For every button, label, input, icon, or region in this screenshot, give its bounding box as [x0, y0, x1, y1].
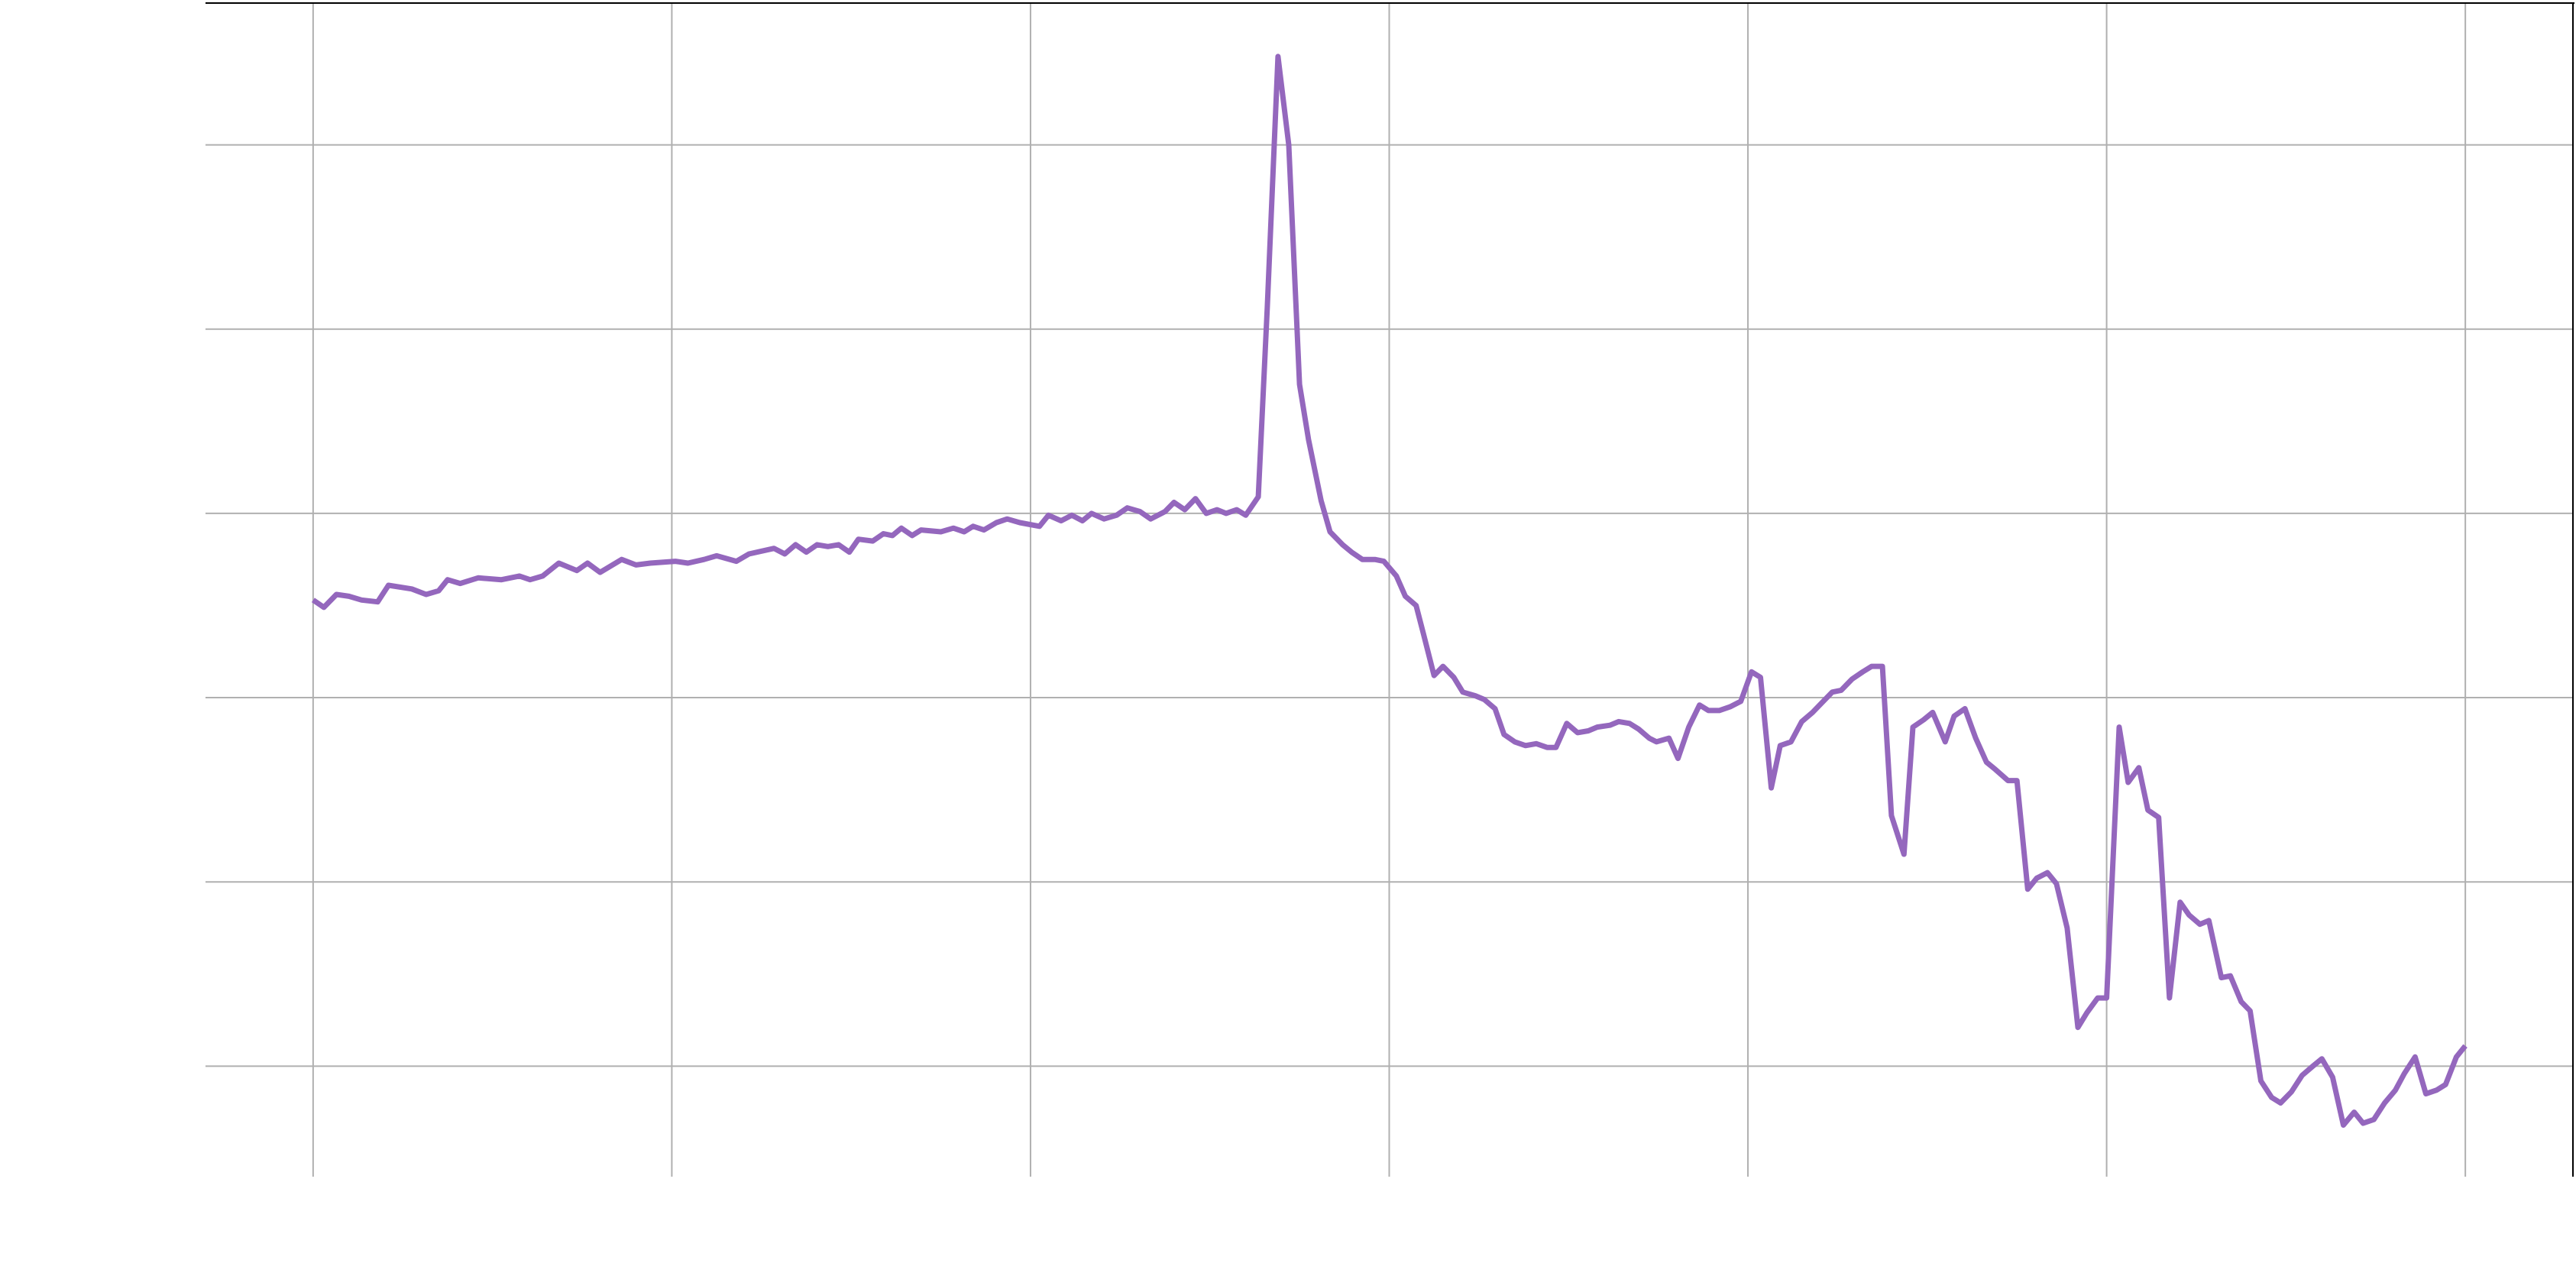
data-line [311, 53, 2468, 1128]
